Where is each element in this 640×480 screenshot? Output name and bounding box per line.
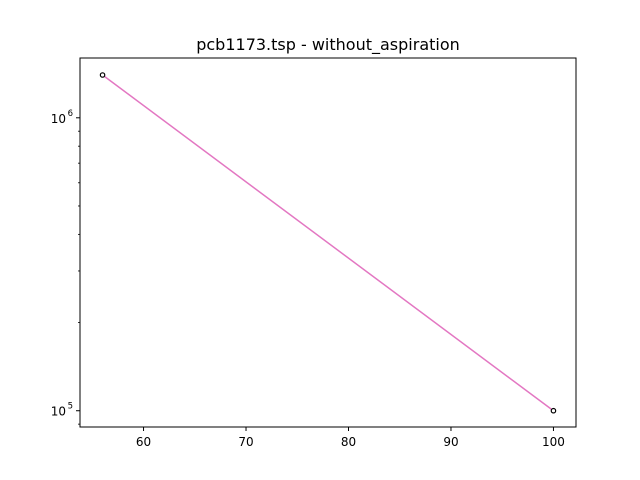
x-tick-label: 60 <box>136 435 151 449</box>
y-tick-exponent: 6 <box>68 109 73 119</box>
y-tick-label: 10 <box>51 112 66 126</box>
data-point <box>550 407 557 414</box>
chart-title: pcb1173.tsp - without_aspiration <box>196 35 460 55</box>
y-tick-exponent: 5 <box>68 402 73 412</box>
x-axis: 60 70 80 90 100 <box>136 427 565 449</box>
axes-frame <box>79 57 577 428</box>
x-tick-label: 80 <box>341 435 356 449</box>
data-point <box>99 72 106 78</box>
y-tick-label: 10 <box>51 405 66 419</box>
series-line <box>102 74 554 412</box>
x-tick-label: 70 <box>238 435 253 449</box>
x-tick-label: 90 <box>443 435 458 449</box>
plot-area <box>99 72 557 414</box>
x-tick-label: 100 <box>542 435 565 449</box>
